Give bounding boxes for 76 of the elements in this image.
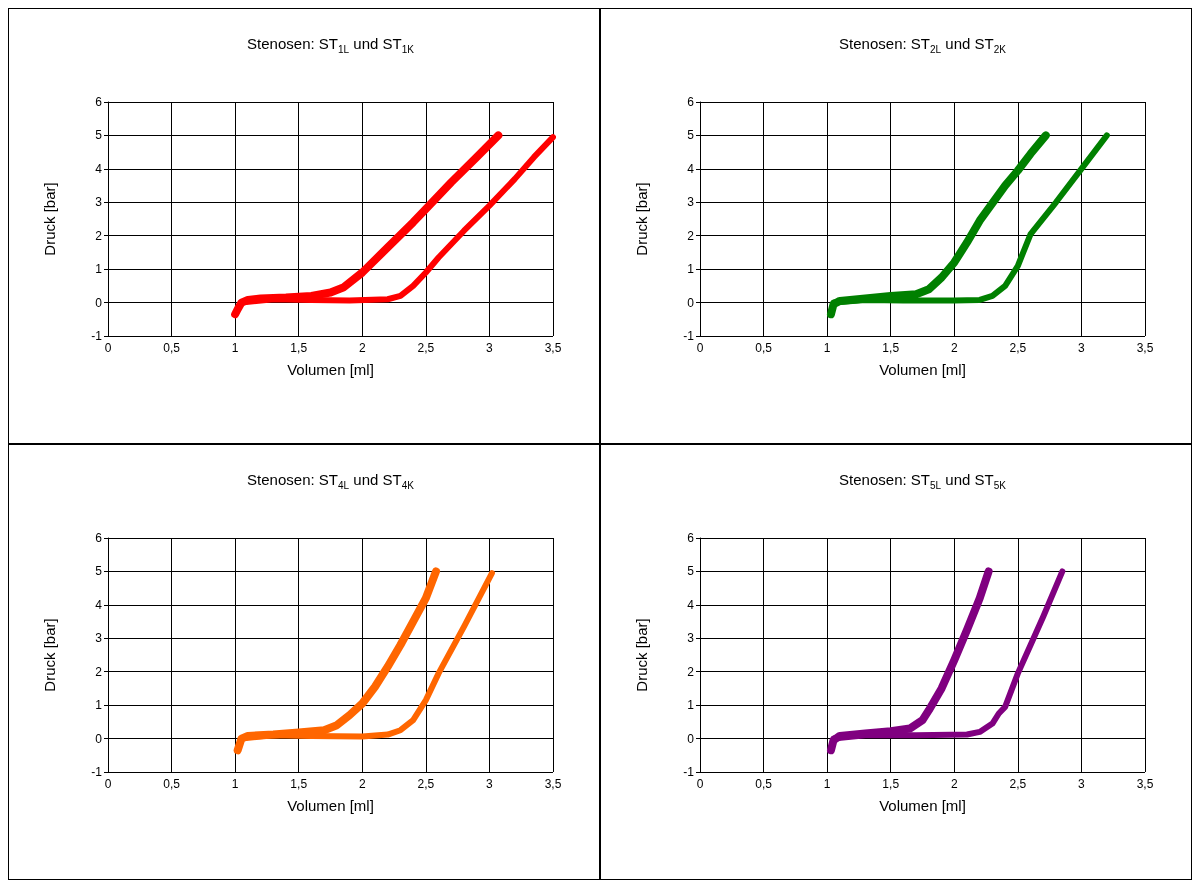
y-tick-label: 6 (95, 95, 103, 109)
x-tick-label: 0 (696, 777, 704, 791)
y-tick-label: 0 (687, 731, 695, 746)
x-tick-label: 2,5 (417, 777, 435, 791)
y-tick-label: 5 (95, 128, 103, 143)
y-axis-title: Druck [bar] (632, 182, 650, 256)
y-tick-label: 4 (687, 597, 695, 612)
y-tick-label: 3 (687, 631, 695, 646)
x-tick-label: 2,5 (1009, 341, 1027, 355)
y-tick-label: -1 (683, 329, 695, 343)
chart-title: Stenosen: ST$_{1L}$ und ST$_{1K}$ (246, 35, 415, 55)
x-tick-label: 1,5 (882, 341, 900, 355)
x-tick-label: 3,5 (1136, 341, 1154, 355)
x-tick-label: 0,5 (755, 341, 773, 355)
y-tick-label: 0 (95, 731, 103, 746)
y-tick-label: 6 (687, 531, 695, 545)
chart-title: Stenosen: ST$_{4L}$ und ST$_{4K}$ (246, 471, 415, 491)
y-tick-label: 5 (687, 564, 695, 579)
y-tick-label: 1 (95, 262, 103, 277)
y-tick-label: 0 (687, 295, 695, 310)
y-tick-label: 2 (687, 664, 695, 679)
x-tick-label: 1 (231, 341, 239, 355)
x-tick-label: 0 (104, 777, 112, 791)
x-tick-label: 2 (950, 341, 958, 355)
y-tick-label: 0 (95, 295, 103, 310)
x-tick-label: 3 (1078, 341, 1086, 355)
y-tick-label: 3 (95, 195, 103, 210)
y-tick-label: 3 (95, 631, 103, 646)
y-tick-label: 5 (95, 564, 103, 579)
x-tick-label: 0 (104, 341, 112, 355)
x-tick-label: 1,5 (290, 777, 308, 791)
x-tick-label: 3,5 (544, 777, 562, 791)
y-tick-label: 1 (687, 698, 695, 713)
x-tick-label: 0,5 (163, 341, 181, 355)
x-tick-label: 0,5 (163, 777, 181, 791)
x-axis-title: Volumen [ml] (878, 361, 967, 378)
y-axis-title: Druck [bar] (40, 618, 58, 692)
chart-title: Stenosen: ST$_{5L}$ und ST$_{5K}$ (838, 471, 1007, 491)
x-tick-label: 2 (358, 341, 366, 355)
x-tick-label: 1 (231, 777, 239, 791)
x-axis-title: Volumen [ml] (286, 361, 375, 378)
y-tick-label: 2 (687, 228, 695, 243)
y-tick-label: 1 (95, 698, 103, 713)
y-tick-label: -1 (91, 765, 103, 779)
x-tick-label: 3 (1078, 777, 1086, 791)
y-tick-label: 3 (687, 195, 695, 210)
x-tick-label: 3,5 (1136, 777, 1154, 791)
x-tick-label: 2,5 (417, 341, 435, 355)
x-axis-title: Volumen [ml] (878, 797, 967, 814)
chart-title: Stenosen: ST$_{2L}$ und ST$_{2K}$ (838, 35, 1007, 55)
y-tick-label: 2 (95, 664, 103, 679)
x-tick-label: 2 (950, 777, 958, 791)
x-tick-label: 0 (696, 341, 704, 355)
y-tick-label: 5 (687, 128, 695, 143)
x-tick-label: 1 (823, 341, 831, 355)
x-tick-label: 2 (358, 777, 366, 791)
y-tick-label: 2 (95, 228, 103, 243)
x-tick-label: 1 (823, 777, 831, 791)
y-axis-title: Druck [bar] (40, 182, 58, 256)
y-tick-label: 4 (687, 161, 695, 176)
x-tick-label: 3 (486, 777, 494, 791)
x-tick-label: 3,5 (544, 341, 562, 355)
x-tick-label: 1,5 (882, 777, 900, 791)
y-tick-label: 6 (95, 531, 103, 545)
x-tick-label: 0,5 (755, 777, 773, 791)
y-tick-label: 4 (95, 161, 103, 176)
x-tick-label: 1,5 (290, 341, 308, 355)
y-tick-label: -1 (683, 765, 695, 779)
x-tick-label: 3 (486, 341, 494, 355)
x-tick-label: 2,5 (1009, 777, 1027, 791)
y-tick-label: 6 (687, 95, 695, 109)
x-axis-title: Volumen [ml] (286, 797, 375, 814)
y-tick-label: 4 (95, 597, 103, 612)
y-axis-title: Druck [bar] (632, 618, 650, 692)
y-tick-label: -1 (91, 329, 103, 343)
y-tick-label: 1 (687, 262, 695, 277)
